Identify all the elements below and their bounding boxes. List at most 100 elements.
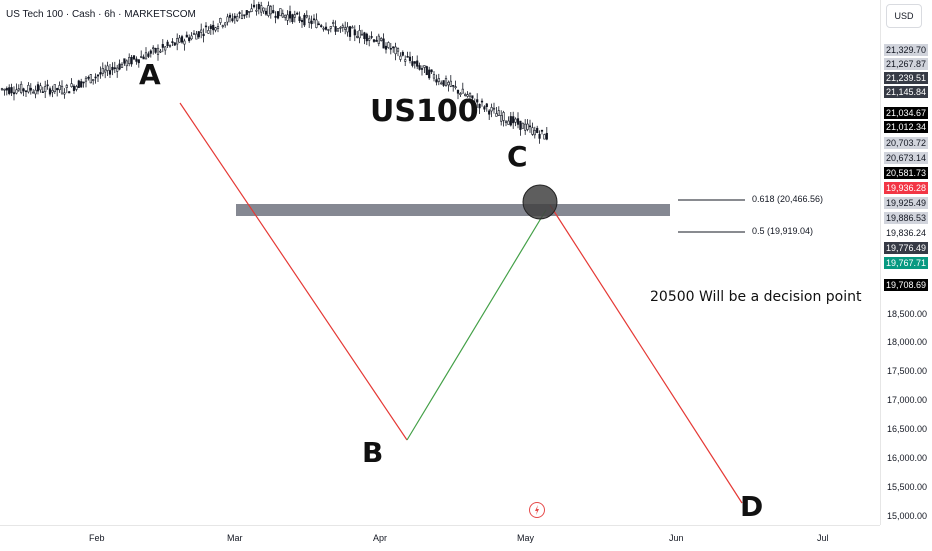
candle-body <box>185 34 188 38</box>
candle-body <box>231 18 234 22</box>
candle-body <box>32 91 35 94</box>
candle-body <box>533 130 536 136</box>
candle-body <box>120 63 124 68</box>
price-tag: 21,034.67 <box>884 107 928 119</box>
candle-body <box>135 58 138 62</box>
candle-body <box>423 65 426 68</box>
candle-body <box>188 37 191 42</box>
candle-body <box>471 95 474 99</box>
candle-body <box>233 15 236 19</box>
candle-body <box>89 74 92 84</box>
candle-body <box>310 20 313 25</box>
candle-body <box>44 86 47 92</box>
candle-body <box>190 35 193 40</box>
candle-body <box>468 92 472 97</box>
candle-body <box>224 22 227 26</box>
candle-body <box>53 84 56 92</box>
candle-body <box>15 89 18 94</box>
candle-body <box>125 60 128 67</box>
wave-line-a-b[interactable] <box>179 102 408 441</box>
candle-body <box>5 88 8 91</box>
candle-body <box>408 56 412 61</box>
decision-note: 20500 Will be a decision point <box>650 289 862 305</box>
time-axis[interactable]: Feb Mar Apr May Jun Jul <box>0 525 880 551</box>
wave-line-b-c[interactable] <box>406 209 547 441</box>
price-tag: 21,012.34 <box>884 121 928 133</box>
candle-body <box>449 80 452 87</box>
candle-body <box>356 35 359 38</box>
candle-body <box>72 85 76 91</box>
price-tag: 19,708.69 <box>884 279 928 291</box>
candle-body <box>288 11 292 19</box>
candle-body <box>195 33 198 40</box>
fib-label-05: 0.5 (19,919.04) <box>752 226 814 236</box>
flash-icon[interactable] <box>529 502 545 518</box>
candle-body <box>370 36 373 38</box>
candle-body <box>56 88 59 91</box>
candle-body <box>406 56 409 58</box>
candle-body <box>60 85 64 94</box>
candle-body <box>466 94 469 97</box>
candle-body <box>183 40 186 45</box>
candle-body <box>507 120 510 125</box>
candle-body <box>442 80 445 86</box>
candle-body <box>336 28 340 32</box>
candle-body <box>380 38 383 41</box>
candle-body <box>164 46 167 51</box>
candle-body <box>279 8 282 17</box>
candle-body <box>29 87 32 91</box>
candle-body <box>526 123 529 130</box>
candle-body <box>332 22 335 24</box>
candle-body <box>154 48 157 53</box>
candle-body <box>538 133 541 139</box>
candle-body <box>430 69 433 73</box>
currency-button[interactable]: USD <box>886 4 922 28</box>
candle-body <box>22 88 25 92</box>
candle-body <box>478 103 481 109</box>
candle-body <box>358 30 361 39</box>
candle-body <box>492 107 496 110</box>
candle-body <box>521 122 524 129</box>
wave-line-c-d[interactable] <box>549 204 743 504</box>
candle-body <box>473 102 476 105</box>
candle-body <box>274 15 277 18</box>
candle-body <box>94 76 97 79</box>
price-tag: 19,886.53 <box>884 212 928 224</box>
candle-body <box>8 87 11 94</box>
candle-body <box>502 112 505 121</box>
time-label-apr: Apr <box>373 533 388 543</box>
candle-body <box>257 4 260 10</box>
candle-body <box>524 123 527 131</box>
candle-body <box>99 72 102 75</box>
candle-body <box>82 81 85 84</box>
candle-body <box>80 81 83 88</box>
candle-body <box>236 16 239 21</box>
candle-body <box>396 48 400 52</box>
candle-body <box>320 25 323 27</box>
candle-body <box>149 50 152 54</box>
candle-body <box>226 16 229 23</box>
candle-body <box>452 85 455 87</box>
resistance-zone[interactable] <box>236 204 670 216</box>
candle-body <box>324 26 328 30</box>
candle-body <box>298 16 301 21</box>
candle-body <box>219 17 222 23</box>
candle-body <box>281 13 284 18</box>
candle-body <box>504 120 508 124</box>
candle-body <box>500 115 503 122</box>
candle-body <box>147 53 150 57</box>
wave-label-c: C <box>507 140 528 173</box>
candle-body <box>418 65 421 70</box>
candle-body <box>387 42 390 48</box>
decision-circle[interactable] <box>522 184 558 220</box>
chart-area[interactable] <box>0 0 880 525</box>
candle-body <box>488 110 491 115</box>
candle-body <box>353 29 356 36</box>
price-tag: 21,145.84 <box>884 86 928 98</box>
symbol-title: US Tech 100 · Cash · 6h · MARKETSCOM <box>6 9 196 20</box>
candle-body <box>291 14 294 23</box>
candle-body <box>128 57 131 64</box>
candle-body <box>168 44 172 47</box>
candle-body <box>137 59 140 64</box>
